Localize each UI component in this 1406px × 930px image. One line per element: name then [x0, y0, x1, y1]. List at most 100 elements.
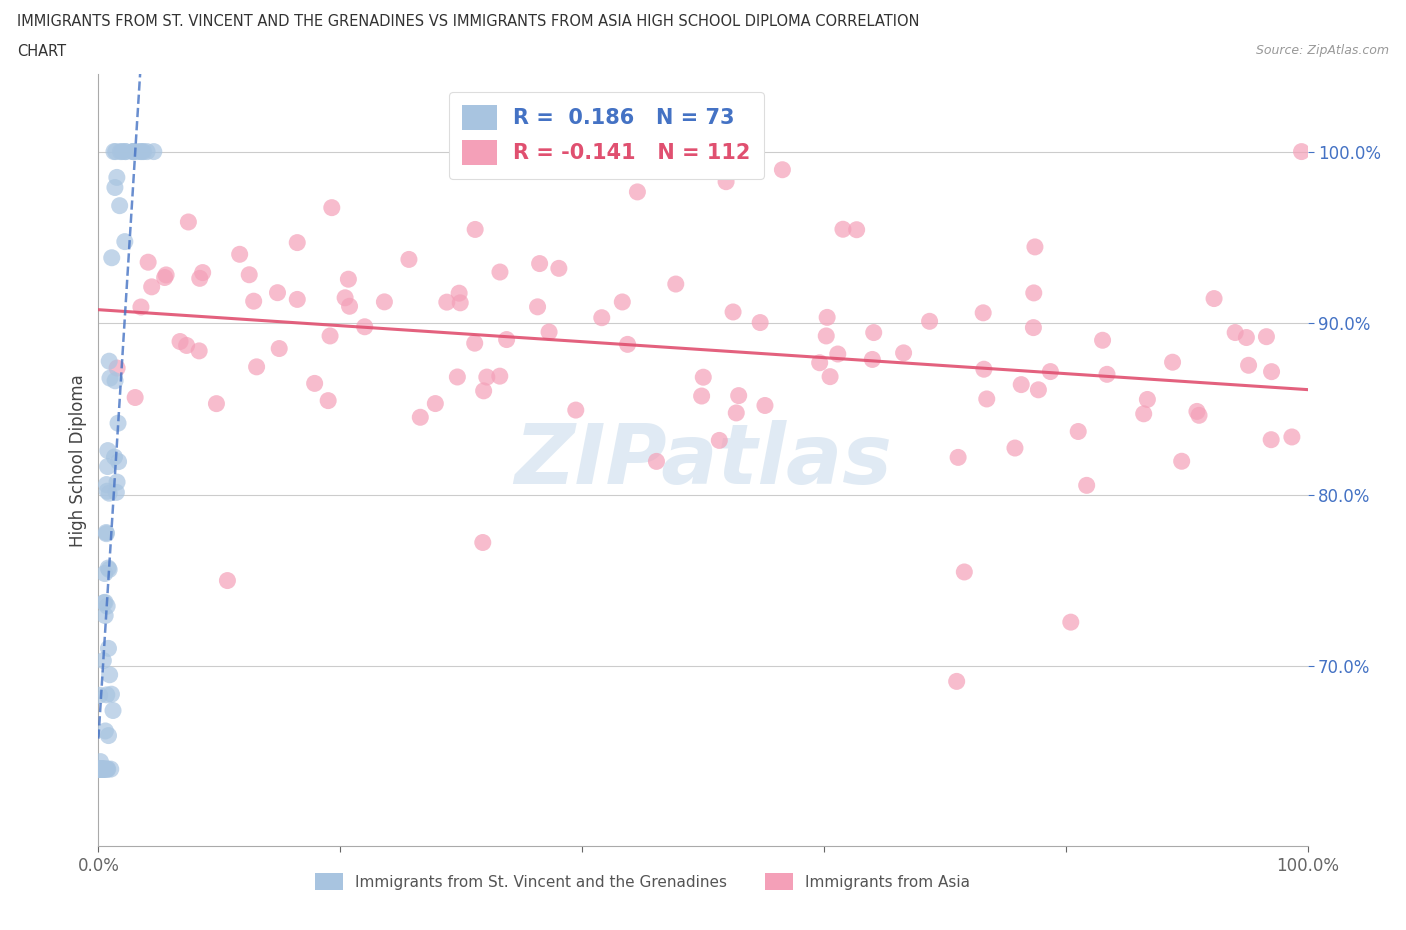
- Point: [1004, 441, 1026, 456]
- Point: [98, 353, 121, 368]
- Point: [425, 396, 447, 411]
- Point: [645, 454, 668, 469]
- Point: [94, 724, 117, 738]
- Point: [860, 352, 883, 366]
- Point: [946, 450, 969, 465]
- Point: [98, 668, 121, 683]
- Point: [1039, 365, 1062, 379]
- Point: [692, 370, 714, 385]
- Point: [495, 332, 517, 347]
- Point: [749, 315, 772, 330]
- Point: [94, 608, 117, 623]
- Point: [714, 174, 737, 189]
- Point: [177, 215, 200, 230]
- Point: [1170, 454, 1192, 469]
- Point: [488, 368, 510, 383]
- Point: [98, 485, 121, 500]
- Point: [269, 341, 291, 356]
- Point: [337, 272, 360, 286]
- Point: [97, 459, 120, 474]
- Point: [1076, 478, 1098, 493]
- Point: [89, 754, 111, 769]
- Point: [89, 762, 111, 777]
- Point: [97, 728, 120, 743]
- Point: [945, 674, 967, 689]
- Legend: Immigrants from St. Vincent and the Grenadines, Immigrants from Asia: Immigrants from St. Vincent and the Gren…: [309, 867, 976, 897]
- Point: [1060, 615, 1083, 630]
- Point: [93, 595, 115, 610]
- Point: [110, 144, 132, 159]
- Point: [94, 762, 117, 777]
- Point: [107, 454, 129, 469]
- Point: [153, 270, 176, 285]
- Point: [815, 328, 838, 343]
- Point: [191, 265, 214, 280]
- Point: [1022, 320, 1045, 335]
- Point: [832, 221, 855, 236]
- Point: [1161, 354, 1184, 369]
- Point: [96, 762, 118, 777]
- Point: [665, 276, 688, 291]
- Point: [93, 762, 115, 777]
- Point: [464, 336, 486, 351]
- Point: [815, 310, 838, 325]
- Point: [96, 687, 118, 702]
- Point: [122, 144, 145, 159]
- Text: ZIPatlas: ZIPatlas: [515, 419, 891, 501]
- Point: [339, 299, 361, 313]
- Point: [98, 562, 121, 577]
- Point: [89, 762, 111, 777]
- Point: [111, 144, 134, 159]
- Point: [93, 566, 115, 581]
- Point: [725, 405, 748, 420]
- Point: [142, 144, 165, 159]
- Point: [304, 376, 326, 391]
- Point: [124, 390, 146, 405]
- Point: [217, 573, 239, 588]
- Text: Source: ZipAtlas.com: Source: ZipAtlas.com: [1256, 44, 1389, 57]
- Point: [114, 234, 136, 249]
- Point: [129, 299, 152, 314]
- Point: [89, 688, 111, 703]
- Point: [104, 144, 127, 159]
- Point: [827, 347, 849, 362]
- Point: [105, 474, 128, 489]
- Point: [1281, 430, 1303, 445]
- Point: [1010, 378, 1032, 392]
- Point: [127, 144, 149, 159]
- Point: [709, 433, 731, 448]
- Point: [1291, 144, 1313, 159]
- Point: [754, 398, 776, 413]
- Point: [612, 295, 634, 310]
- Point: [972, 305, 994, 320]
- Point: [246, 359, 269, 374]
- Point: [89, 762, 111, 777]
- Point: [100, 686, 122, 701]
- Point: [449, 296, 471, 311]
- Point: [526, 299, 548, 314]
- Point: [89, 762, 111, 777]
- Point: [373, 295, 395, 310]
- Point: [1136, 392, 1159, 407]
- Point: [89, 762, 111, 777]
- Point: [808, 355, 831, 370]
- Point: [489, 265, 512, 280]
- Point: [626, 184, 648, 199]
- Point: [1188, 408, 1211, 423]
- Point: [1237, 358, 1260, 373]
- Point: [105, 485, 128, 499]
- Point: [1028, 382, 1050, 397]
- Point: [538, 325, 561, 339]
- Point: [91, 762, 114, 777]
- Point: [591, 311, 613, 325]
- Point: [818, 369, 841, 384]
- Point: [449, 286, 471, 300]
- Point: [188, 271, 211, 286]
- Point: [103, 144, 125, 159]
- Point: [770, 163, 793, 178]
- Point: [228, 246, 250, 261]
- Text: IMMIGRANTS FROM ST. VINCENT AND THE GRENADINES VS IMMIGRANTS FROM ASIA HIGH SCHO: IMMIGRANTS FROM ST. VINCENT AND THE GREN…: [17, 14, 920, 29]
- Point: [862, 326, 884, 340]
- Point: [529, 256, 551, 271]
- Y-axis label: High School Diploma: High School Diploma: [69, 374, 87, 547]
